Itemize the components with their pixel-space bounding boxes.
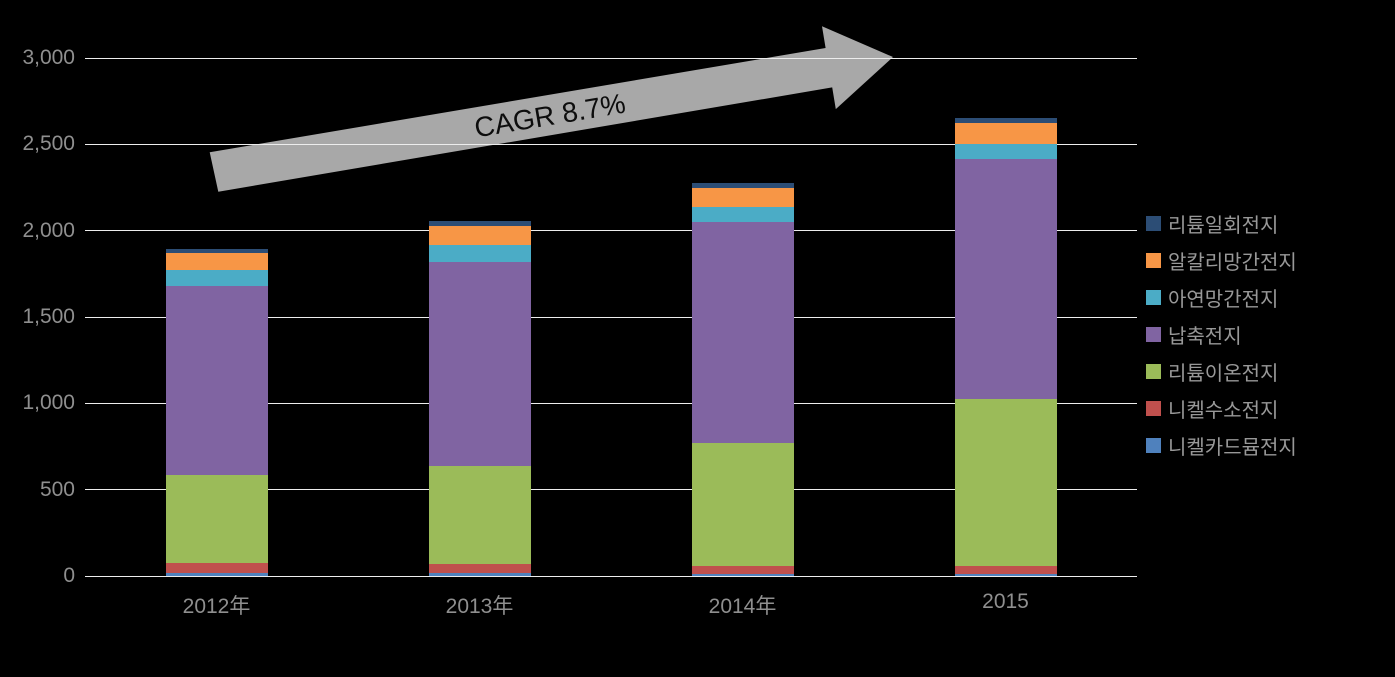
- bar-segment: [165, 563, 268, 574]
- y-tick-label: 1,500: [22, 305, 75, 328]
- bar-segment: [428, 245, 531, 262]
- plot-area: [85, 57, 1137, 577]
- bar-2015: [954, 118, 1057, 576]
- x-category-label: 2014年: [708, 595, 777, 618]
- legend-item: 니켈수소전지: [1146, 390, 1297, 427]
- y-tick-label: 500: [39, 477, 75, 501]
- bar-segment: [165, 270, 268, 286]
- x-category-label: 2012年: [182, 595, 251, 618]
- gridline: [85, 57, 1137, 59]
- bar-segment: [428, 465, 531, 564]
- y-axis: 0 500 1,000 1,500 2,000 2,500 3,000: [0, 46, 75, 587]
- y-tick-label: 1,000: [22, 391, 75, 415]
- bar-2014年: [691, 182, 794, 576]
- legend-label: 리튬일회전지: [1168, 215, 1279, 237]
- bar-segment: [428, 261, 531, 466]
- bar-segment: [691, 442, 794, 567]
- y-tick-label: 2,000: [22, 218, 75, 242]
- y-tick-label: 3,000: [22, 46, 75, 69]
- bar-segment: [691, 221, 794, 443]
- y-tick-label: 2,500: [22, 132, 75, 156]
- bar-segment: [165, 475, 268, 564]
- bar-segment: [165, 248, 268, 254]
- legend-swatch-icon: [1146, 253, 1161, 268]
- legend-swatch-icon: [1146, 216, 1161, 231]
- bar-segment: [691, 207, 794, 222]
- bar-segment: [954, 118, 1057, 124]
- gridline: [85, 489, 1137, 491]
- bar-segment: [691, 188, 794, 208]
- legend-item: 니켈카드뮴전지: [1146, 427, 1297, 464]
- bar-segment: [954, 566, 1057, 574]
- bar-segment: [691, 566, 794, 574]
- legend-label: 납축전지: [1168, 326, 1242, 348]
- gridline: [85, 230, 1137, 232]
- bar-segment: [428, 573, 531, 576]
- bar-segment: [428, 226, 531, 246]
- bar-segment: [165, 285, 268, 476]
- legend-item: 아연망간전지: [1146, 279, 1297, 316]
- legend-item: 납축전지: [1146, 316, 1297, 353]
- legend-label: 니켈수소전지: [1168, 400, 1279, 422]
- bar-2012年: [165, 248, 268, 576]
- bar-segment: [165, 253, 268, 271]
- gridline: [85, 316, 1137, 318]
- legend-swatch-icon: [1146, 327, 1161, 342]
- x-category-label: 2013年: [445, 595, 514, 618]
- legend-swatch-icon: [1146, 364, 1161, 379]
- bar-segment: [954, 573, 1057, 576]
- legend-label: 알칼리망간전지: [1168, 252, 1297, 274]
- legend-swatch-icon: [1146, 290, 1161, 305]
- bar-segment: [954, 144, 1057, 159]
- legend-label: 니켈카드뮴전지: [1168, 437, 1297, 459]
- bar-segment: [691, 573, 794, 576]
- bar-segment: [165, 573, 268, 576]
- y-tick-label: 0: [63, 564, 75, 587]
- bar-segment: [954, 398, 1057, 567]
- gridline: [85, 402, 1137, 404]
- cagr-arrow-shape: [209, 26, 893, 192]
- bar-segment: [954, 158, 1057, 399]
- legend-label: 리튬이온전지: [1168, 363, 1279, 385]
- legend-swatch-icon: [1146, 401, 1161, 416]
- x-axis: 2012年 2013年 2014年 2015: [85, 590, 1137, 626]
- legend-item: 리튬일회전지: [1146, 205, 1297, 242]
- bar-segment: [428, 221, 531, 227]
- bar-2013年: [428, 221, 531, 576]
- gridline: [85, 143, 1137, 145]
- gridline: [85, 575, 1137, 577]
- bar-segment: [691, 182, 794, 189]
- bar-segment: [428, 563, 531, 574]
- x-category-label: 2015: [982, 590, 1029, 613]
- legend-swatch-icon: [1146, 438, 1161, 453]
- legend-item: 리튬이온전지: [1146, 353, 1297, 390]
- legend-label: 아연망간전지: [1168, 289, 1279, 311]
- legend-item: 알칼리망간전지: [1146, 242, 1297, 279]
- bar-segment: [954, 123, 1057, 145]
